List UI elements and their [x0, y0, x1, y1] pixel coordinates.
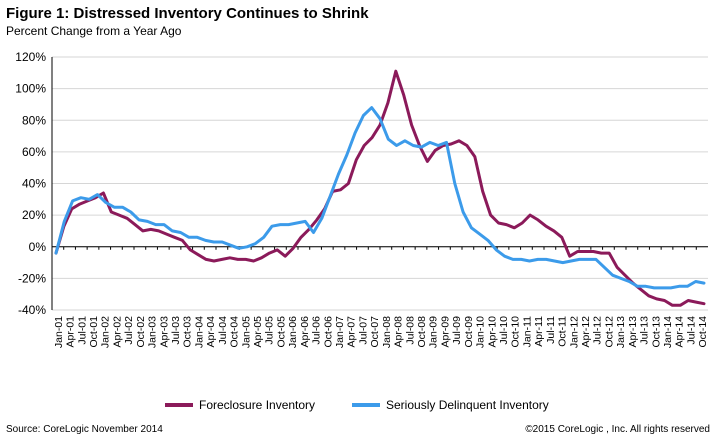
x-tick-label: Jul-02	[123, 316, 135, 345]
x-tick-label: Apr-14	[674, 316, 686, 348]
x-tick-label: Apr-13	[627, 316, 639, 348]
x-tick-label: Jan-02	[100, 316, 112, 348]
x-tick-label: Jan-03	[147, 316, 159, 348]
y-tick-label: 80%	[22, 113, 46, 127]
x-tick-label: Jul-06	[311, 316, 323, 345]
x-tick-label: Oct-10	[510, 316, 522, 348]
x-tick-label: Apr-12	[580, 316, 592, 348]
x-tick-label: Apr-05	[252, 316, 264, 348]
legend-item-delinquent: Seriously Delinquent Inventory	[352, 398, 549, 412]
x-tick-label: Jul-01	[76, 316, 88, 345]
x-tick-label: Apr-04	[205, 316, 217, 348]
legend-swatch-foreclosure	[165, 403, 193, 407]
x-tick-label: Oct-04	[229, 316, 241, 348]
chart-legend: Foreclosure Inventory Seriously Delinque…	[0, 398, 718, 416]
legend-label-delinquent: Seriously Delinquent Inventory	[386, 398, 549, 412]
x-tick-label: Apr-06	[299, 316, 311, 348]
x-tick-label: Jul-07	[357, 316, 369, 345]
x-tick-label: Jul-05	[264, 316, 276, 345]
x-tick-label: Jan-10	[475, 316, 487, 348]
x-tick-label: Jul-10	[498, 316, 510, 345]
x-tick-label: Oct-07	[369, 316, 381, 348]
x-tick-label: Jul-03	[170, 316, 182, 345]
chart-subtitle: Percent Change from a Year Ago	[6, 24, 182, 38]
x-tick-label: Jul-09	[451, 316, 463, 345]
x-tick-label: Jan-04	[193, 316, 205, 348]
x-tick-label: Apr-03	[158, 316, 170, 348]
x-tick-label: Oct-05	[275, 316, 287, 348]
x-tick-label: Jan-08	[381, 316, 393, 348]
x-tick-label: Jul-11	[545, 316, 557, 344]
y-tick-label: 0%	[29, 240, 47, 254]
x-tick-label: Jan-01	[53, 316, 65, 348]
copyright-note: ©2015 CoreLogic , Inc. All rights reserv…	[525, 424, 710, 435]
x-tick-label: Jan-12	[568, 316, 580, 348]
x-tick-label: Jan-05	[240, 316, 252, 348]
x-tick-label: Oct-11	[557, 316, 569, 347]
x-tick-label: Apr-09	[439, 316, 451, 348]
x-tick-label: Oct-12	[603, 316, 615, 348]
x-tick-label: Apr-11	[533, 316, 545, 347]
y-tick-label: -20%	[18, 271, 46, 285]
legend-label-foreclosure: Foreclosure Inventory	[199, 398, 316, 412]
x-tick-label: Jul-13	[639, 316, 651, 345]
x-tick-label: Jan-09	[428, 316, 440, 348]
x-tick-label: Oct-13	[650, 316, 662, 348]
x-tick-label: Apr-01	[65, 316, 77, 348]
x-tick-label: Jul-04	[217, 316, 229, 345]
x-tick-label: Oct-03	[182, 316, 194, 348]
x-tick-label: Jan-14	[662, 316, 674, 348]
x-tick-label: Apr-02	[111, 316, 123, 348]
source-note: Source: CoreLogic November 2014	[6, 424, 163, 435]
x-tick-label: Oct-09	[463, 316, 475, 348]
x-tick-label: Jan-13	[615, 316, 627, 348]
line-chart: -40%-20%0%20%40%60%80%100%120%Jan-01 Apr-…	[15, 50, 709, 348]
x-tick-label: Oct-06	[322, 316, 334, 348]
chart-title: Figure 1: Distressed Inventory Continues…	[6, 5, 369, 22]
y-tick-label: 100%	[15, 82, 46, 96]
x-tick-label: Oct-01	[88, 316, 100, 348]
x-tick-label: Oct-14	[697, 316, 709, 348]
legend-swatch-delinquent	[352, 403, 380, 407]
x-tick-label: Apr-08	[393, 316, 405, 348]
y-tick-label: 60%	[22, 145, 46, 159]
x-tick-label: Jul-08	[404, 316, 416, 345]
x-tick-label: Jul-14	[685, 316, 697, 345]
x-tick-label: Apr-07	[346, 316, 358, 348]
x-tick-label: Jan-07	[334, 316, 346, 348]
x-tick-label: Apr-10	[486, 316, 498, 348]
x-tick-label: Jul-12	[592, 316, 604, 345]
x-tick-label: Oct-02	[135, 316, 147, 348]
y-tick-label: 120%	[15, 50, 46, 64]
series-line-1	[54, 106, 706, 290]
x-tick-label: Oct-08	[416, 316, 428, 348]
y-tick-label: 40%	[22, 177, 46, 191]
series-line-0	[54, 69, 706, 307]
y-tick-label: -40%	[18, 303, 46, 317]
legend-item-foreclosure: Foreclosure Inventory	[165, 398, 315, 412]
x-tick-label: Jan-06	[287, 316, 299, 348]
y-tick-label: 20%	[22, 208, 46, 222]
x-tick-label: Jan-11	[521, 316, 533, 347]
